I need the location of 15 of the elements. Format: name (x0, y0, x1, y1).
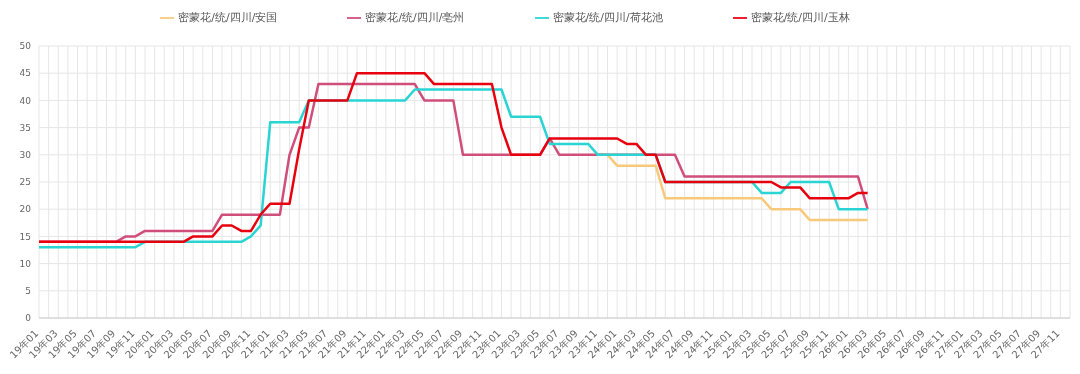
legend-label: 密蒙花/统/四川/荷花池 (552, 11, 663, 24)
y-tick-label: 50 (19, 41, 32, 52)
y-tick-label: 40 (19, 95, 32, 106)
y-tick-label: 25 (19, 177, 31, 188)
y-tick-label: 5 (25, 285, 31, 296)
y-tick-label: 30 (19, 150, 32, 160)
y-tick-label: 35 (19, 122, 31, 133)
y-tick-label: 15 (19, 231, 31, 242)
y-tick-label: 20 (19, 204, 32, 215)
legend-label: 密蒙花/统/四川/安国 (178, 11, 278, 24)
legend-label: 密蒙花/统/四川/玉林 (750, 11, 850, 24)
y-tick-label: 45 (19, 68, 31, 79)
y-tick-label: 0 (25, 313, 32, 324)
legend-label: 密蒙花/统/四川/亳州 (365, 11, 465, 24)
y-tick-label: 10 (19, 258, 32, 269)
